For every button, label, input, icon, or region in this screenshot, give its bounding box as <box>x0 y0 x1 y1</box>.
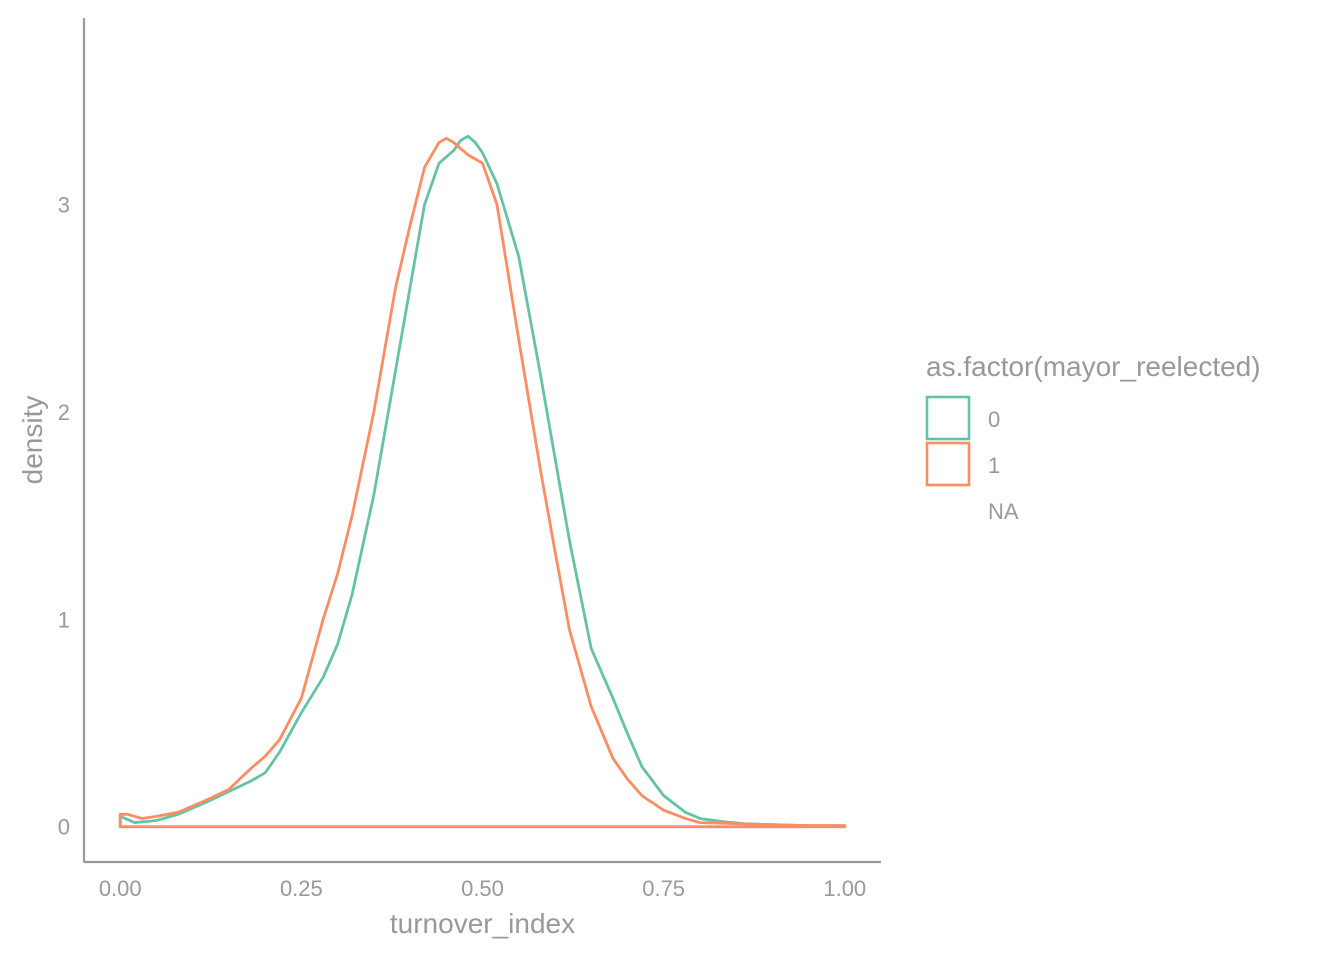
legend: as.factor(mayor_reelected) 0 1 NA <box>925 351 1261 524</box>
legend-entries: 0 1 NA <box>925 395 1019 524</box>
density-line-series-0 <box>118 134 847 829</box>
legend-label-1: 1 <box>988 453 1000 478</box>
legend-key-1 <box>925 441 971 487</box>
y-axis-title: density <box>17 396 48 485</box>
x-tick-label: 0.25 <box>280 876 323 901</box>
legend-title: as.factor(mayor_reelected) <box>926 351 1261 382</box>
y-tick-label: 1 <box>58 607 70 632</box>
legend-label-0: 0 <box>988 407 1000 432</box>
x-tick-label: 1.00 <box>823 876 866 901</box>
legend-key-0 <box>925 395 971 441</box>
x-tick-label: 0.00 <box>99 876 142 901</box>
plot-lines <box>118 134 847 829</box>
legend-label-NA: NA <box>988 499 1019 524</box>
x-axis-ticks: 0.00 0.25 0.50 0.75 1.00 <box>99 876 866 901</box>
density-line-series-1 <box>118 136 847 829</box>
y-tick-label: 2 <box>58 400 70 425</box>
y-axis-ticks: 0 1 2 3 <box>58 193 70 840</box>
x-tick-label: 0.75 <box>642 876 685 901</box>
x-axis-title: turnover_index <box>390 908 575 939</box>
y-tick-label: 0 <box>58 815 70 840</box>
y-tick-label: 3 <box>58 193 70 218</box>
x-tick-label: 0.50 <box>461 876 504 901</box>
